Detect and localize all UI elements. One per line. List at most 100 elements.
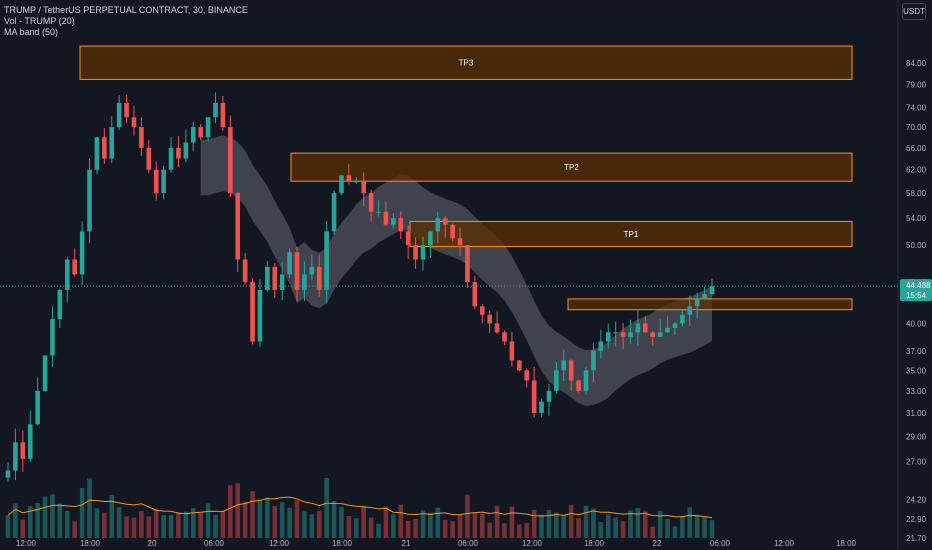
- candle: [198, 127, 203, 138]
- candle: [50, 319, 55, 356]
- candle: [657, 332, 663, 337]
- candle: [509, 341, 515, 361]
- volume-bar: [576, 517, 581, 538]
- candle: [331, 193, 337, 232]
- candle: [576, 380, 581, 391]
- candle: [5, 470, 11, 478]
- y-tick-label: 24.20: [906, 496, 927, 505]
- candle: [702, 294, 707, 299]
- candle: [672, 323, 678, 328]
- candle: [220, 102, 226, 128]
- volume-bar: [309, 514, 315, 538]
- candle: [79, 231, 85, 275]
- currency-button[interactable]: USDT: [902, 3, 926, 20]
- x-tick-label: 12:00: [16, 539, 37, 548]
- candle: [190, 127, 196, 143]
- candle: [339, 175, 344, 194]
- candle: [146, 147, 152, 170]
- candle: [13, 442, 18, 471]
- volume-bar: [272, 506, 278, 538]
- candle: [265, 266, 270, 291]
- candle: [139, 127, 144, 148]
- x-tick-label: 21: [402, 539, 411, 548]
- volume-bar: [561, 514, 567, 538]
- volume-bar: [213, 514, 218, 538]
- candle: [64, 259, 70, 291]
- volume-bar: [546, 510, 552, 538]
- volume-bar: [79, 488, 85, 538]
- candle: [561, 360, 567, 371]
- y-tick-label: 21.70: [906, 534, 927, 543]
- x-tick-label: 18:00: [836, 539, 857, 548]
- candle: [20, 442, 26, 459]
- volume-bar: [20, 519, 26, 538]
- candle: [494, 323, 500, 333]
- volume-bar: [368, 517, 374, 538]
- candle: [554, 370, 559, 391]
- tp-zone-tp2: [290, 152, 853, 182]
- volume-bar: [479, 513, 485, 538]
- volume-bar: [650, 526, 656, 538]
- candle: [346, 175, 352, 182]
- volume-bar: [339, 507, 344, 538]
- legend-volume: Vol - TRUMP (20): [4, 16, 75, 26]
- volume-bar: [405, 520, 411, 538]
- candle: [694, 298, 700, 307]
- volume-bar: [702, 516, 707, 538]
- volume-bar: [205, 503, 211, 538]
- candle: [272, 266, 278, 291]
- volume-bar: [531, 509, 537, 538]
- volume-bar: [94, 508, 100, 538]
- candle: [583, 370, 589, 391]
- candle: [376, 211, 381, 213]
- volume-bar: [672, 526, 678, 538]
- candle: [598, 341, 604, 351]
- candle: [391, 218, 396, 225]
- volume-bar: [87, 478, 92, 538]
- candle: [153, 169, 159, 194]
- volume-bar: [472, 512, 478, 538]
- candle: [383, 211, 389, 225]
- volume-bar: [361, 505, 367, 538]
- candle: [620, 332, 626, 337]
- volume-bar: [72, 521, 77, 538]
- tp-zone-label: TP3: [459, 59, 474, 68]
- candle: [279, 274, 285, 291]
- tp-zone-label: TP2: [564, 163, 579, 172]
- y-tick-label: 58.00: [906, 189, 927, 198]
- candle: [472, 282, 478, 307]
- x-tick-label: 18:00: [80, 539, 101, 548]
- candle: [235, 193, 241, 260]
- volume-bar: [109, 494, 115, 538]
- legend-ma-band: MA band (50): [4, 27, 59, 37]
- current-price-label: 44.488: [906, 281, 931, 290]
- candle: [228, 127, 233, 194]
- volume-bar: [35, 503, 40, 538]
- candle: [650, 332, 656, 337]
- candle: [680, 314, 685, 324]
- volume-bar: [168, 515, 174, 538]
- y-tick-label: 27.00: [906, 457, 927, 466]
- candle: [257, 290, 263, 342]
- candle: [502, 332, 507, 342]
- volume-bar: [161, 514, 166, 538]
- legend-symbol: TRUMP / TetherUS PERPETUAL CONTRACT, 30,…: [4, 5, 248, 15]
- y-tick-label: 31.00: [906, 409, 927, 418]
- x-tick-label: 22: [653, 539, 662, 548]
- volume-bar: [257, 499, 263, 538]
- candle: [294, 252, 300, 291]
- candle: [709, 286, 715, 295]
- x-tick-label: 06:00: [204, 539, 225, 548]
- candle: [687, 306, 693, 315]
- candle: [72, 259, 77, 275]
- volume-bar: [620, 520, 626, 538]
- volume-bar: [250, 491, 255, 538]
- candle: [287, 252, 292, 275]
- candle: [168, 147, 174, 170]
- volume-bar: [680, 516, 685, 538]
- y-tick-label: 50.00: [906, 241, 927, 250]
- volume-bar: [643, 511, 648, 538]
- volume-bar: [57, 503, 63, 538]
- volume-bar: [465, 494, 470, 538]
